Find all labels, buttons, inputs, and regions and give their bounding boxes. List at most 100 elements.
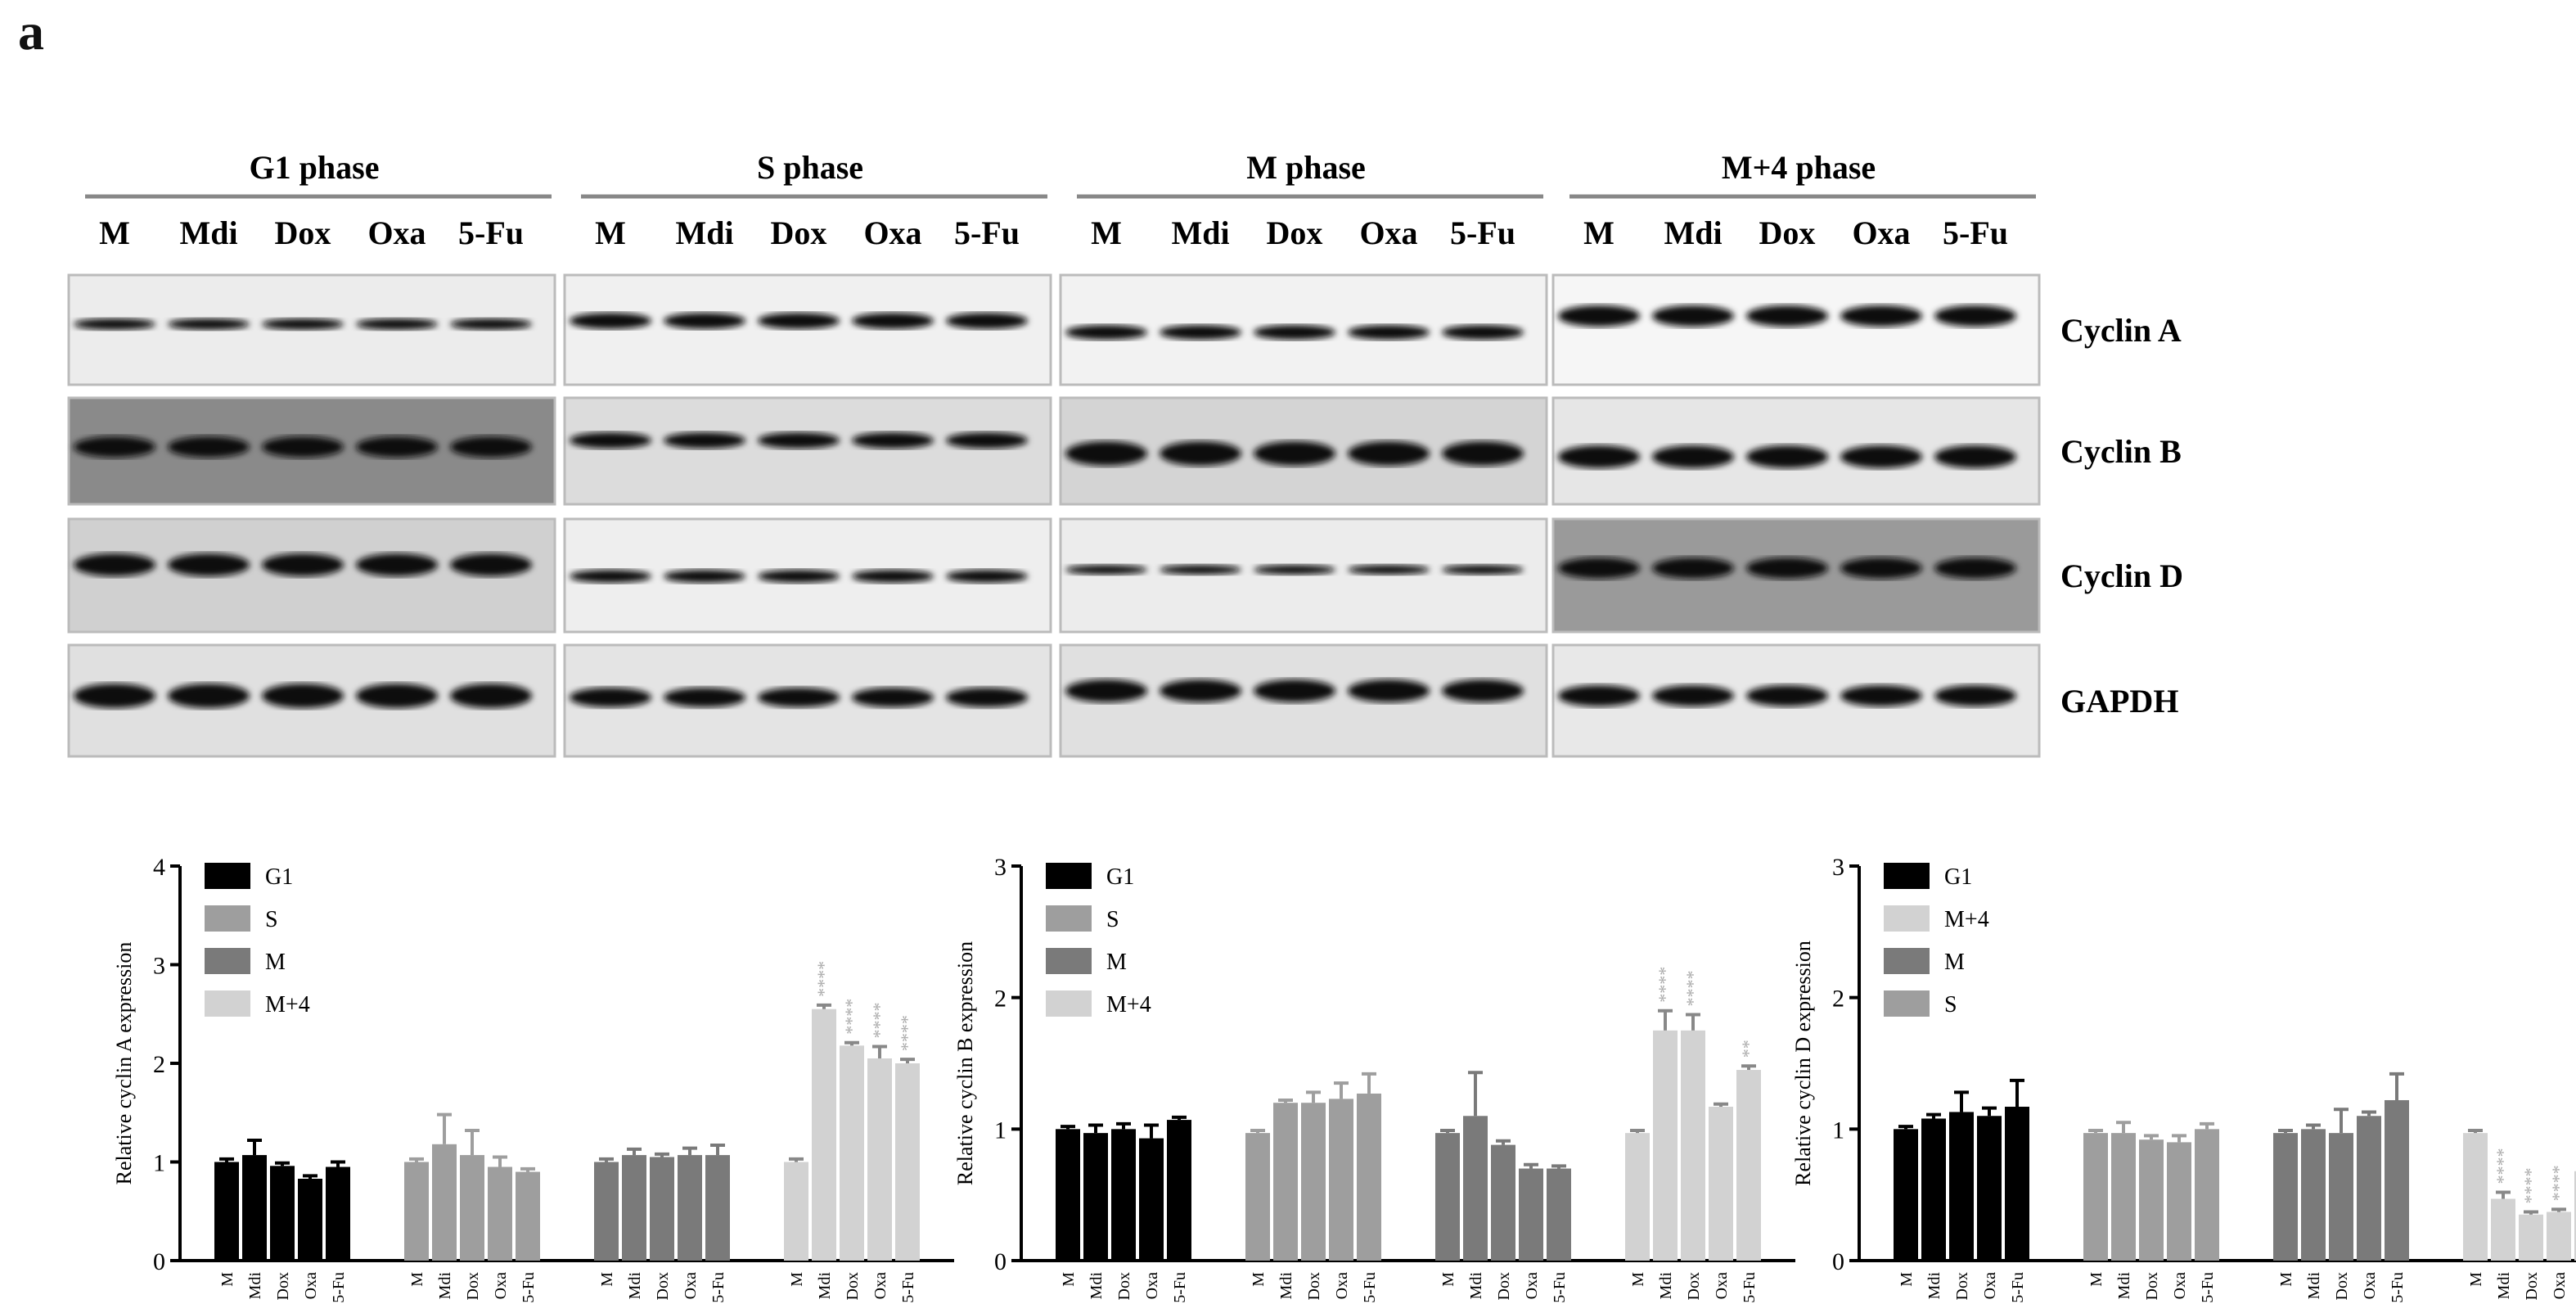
bar: [270, 1166, 295, 1261]
blot-lane-label: Oxa: [1852, 214, 1910, 251]
blot-protein-label: GAPDH: [2060, 683, 2178, 720]
x-tick-label: Oxa: [1333, 1272, 1351, 1299]
blot-band: [1934, 557, 2016, 579]
blot-phase-title: S phase: [757, 149, 863, 186]
x-tick-label: Oxa: [871, 1272, 889, 1299]
x-tick-label: 5-Fu: [520, 1272, 538, 1303]
x-tick-label: Dox: [1495, 1272, 1513, 1300]
bar: [867, 1058, 892, 1261]
x-tick-label: Oxa: [2171, 1272, 2189, 1299]
bar: [1921, 1118, 1946, 1261]
blot-band: [168, 436, 250, 458]
x-tick-label: M: [2277, 1272, 2295, 1287]
x-tick-label: Dox: [1115, 1272, 1133, 1300]
bar: [2547, 1211, 2571, 1261]
blot-lane-label: Dox: [1267, 214, 1323, 251]
blot-band: [1254, 679, 1335, 702]
bar: [895, 1063, 920, 1261]
blot-band: [356, 553, 438, 576]
legend-swatch: [1884, 863, 1930, 889]
bar: [1491, 1144, 1515, 1261]
blot-protein-label: Cyclin B: [2060, 433, 2182, 470]
x-tick-label: M: [598, 1272, 616, 1287]
blot-lane-label: Mdi: [179, 214, 237, 251]
bar: [840, 1045, 864, 1261]
blot-band: [450, 684, 532, 708]
blot-band: [1934, 305, 2016, 327]
blot-band: [1746, 685, 1828, 706]
bar: [2491, 1198, 2515, 1261]
x-tick-label: Mdi: [1657, 1272, 1675, 1300]
blot-band: [946, 432, 1028, 449]
bar: [1273, 1103, 1298, 1261]
blot-band: [664, 570, 745, 583]
panel-label: a: [18, 2, 44, 61]
bar: [1083, 1133, 1108, 1261]
legend-label: M+4: [1106, 992, 1151, 1017]
blot-band: [1348, 679, 1430, 702]
blot-band: [1746, 305, 1828, 327]
blot-lane-label: Oxa: [1359, 214, 1417, 251]
legend-swatch: [1046, 948, 1092, 974]
x-tick-label: Dox: [1305, 1272, 1323, 1300]
blot-lane-label: Mdi: [1171, 214, 1229, 251]
blot-band: [1652, 557, 1734, 579]
blot-band: [74, 318, 155, 330]
x-tick-label: Oxa: [1143, 1272, 1161, 1299]
blot-band: [1254, 325, 1335, 340]
blot-band: [1558, 557, 1640, 579]
legend-label: M: [1106, 950, 1127, 975]
blot-lane-label: 5-Fu: [458, 214, 524, 251]
x-tick-label: Dox: [464, 1272, 482, 1300]
blot-band: [450, 553, 532, 576]
x-tick-label: 5-Fu: [330, 1272, 348, 1303]
blot-band: [852, 432, 934, 449]
blot-band: [664, 313, 745, 329]
x-tick-label: Mdi: [2495, 1272, 2513, 1300]
blot-band: [1934, 685, 2016, 706]
y-tick-label: 0: [1832, 1248, 1844, 1275]
x-tick-label: Dox: [654, 1272, 672, 1300]
legend-label: G1: [1944, 864, 1972, 890]
blot-band: [946, 570, 1028, 583]
significance-label: ****: [869, 1003, 889, 1039]
blot-band: [356, 436, 438, 458]
x-tick-label: 5-Fu: [2009, 1272, 2027, 1303]
blot-band: [262, 318, 344, 330]
blot-band: [168, 318, 250, 330]
x-tick-label: Mdi: [1088, 1272, 1106, 1300]
bar: [2195, 1129, 2219, 1261]
bar: [678, 1155, 702, 1261]
bar: [812, 1008, 836, 1261]
blot-band: [356, 318, 438, 330]
blot-band: [1065, 565, 1147, 575]
blot-band: [262, 684, 344, 708]
blot-band: [356, 684, 438, 708]
bar: [1736, 1070, 1761, 1261]
y-tick-label: 3: [153, 953, 165, 980]
blot-band: [1840, 305, 1922, 327]
significance-label: ****: [813, 961, 834, 997]
blot-lane-label: M: [1583, 214, 1615, 251]
blot-band: [1746, 445, 1828, 468]
x-tick-label: Mdi: [626, 1272, 644, 1300]
x-tick-label: M: [1898, 1272, 1916, 1287]
bar: [1463, 1116, 1488, 1261]
blot-band: [1558, 685, 1640, 706]
x-tick-label: 5-Fu: [709, 1272, 727, 1303]
legend-swatch: [205, 990, 250, 1017]
bar: [1709, 1107, 1733, 1261]
significance-label: ****: [1682, 971, 1703, 1007]
blot-lane-label: Dox: [1759, 214, 1816, 251]
bar: [1653, 1030, 1678, 1261]
bar: [2111, 1133, 2136, 1261]
blot-band: [1840, 445, 1922, 468]
bar: [650, 1157, 674, 1261]
blot-band: [1442, 679, 1524, 702]
blot-band: [1065, 441, 1147, 466]
bar: [1435, 1133, 1460, 1261]
blot-lane-label: 5-Fu: [1943, 214, 2008, 251]
bar: [2519, 1214, 2543, 1261]
y-tick-label: 3: [1832, 854, 1844, 881]
blot-band: [74, 436, 155, 458]
